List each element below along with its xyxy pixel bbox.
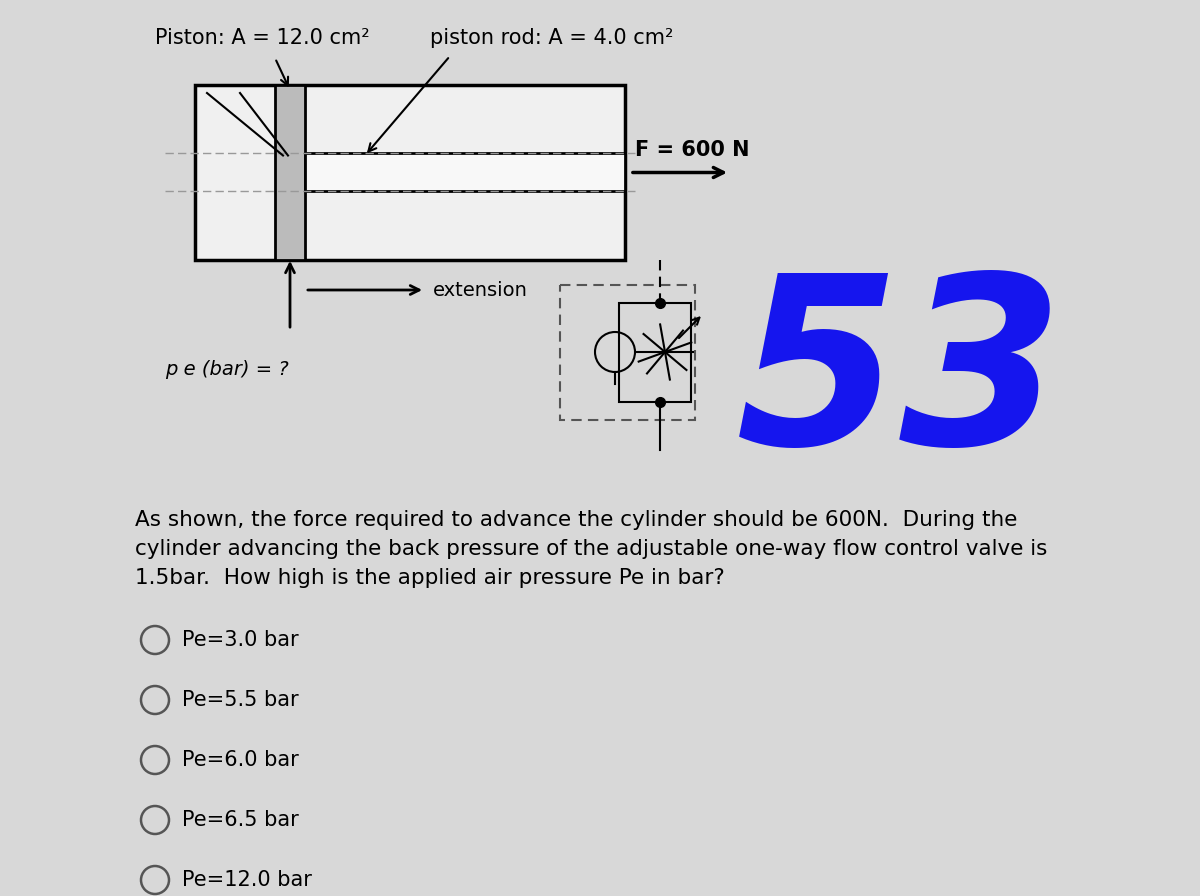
Text: F = 600 N: F = 600 N — [635, 141, 750, 160]
Text: piston rod: A = 4.0 cm²: piston rod: A = 4.0 cm² — [430, 28, 673, 48]
Text: 53: 53 — [736, 266, 1064, 494]
Text: Pe=3.0 bar: Pe=3.0 bar — [182, 630, 299, 650]
Text: Pe=5.5 bar: Pe=5.5 bar — [182, 690, 299, 710]
Bar — [275, 85, 305, 260]
Text: As shown, the force required to advance the cylinder should be 600N.  During the: As shown, the force required to advance … — [134, 510, 1048, 588]
Text: p e (bar) = ?: p e (bar) = ? — [166, 360, 289, 379]
Text: Pe=6.0 bar: Pe=6.0 bar — [182, 750, 299, 770]
Bar — [560, 285, 695, 420]
Text: Pe=12.0 bar: Pe=12.0 bar — [182, 870, 312, 890]
Text: Pe=6.5 bar: Pe=6.5 bar — [182, 810, 299, 830]
Text: Piston: A = 12.0 cm²: Piston: A = 12.0 cm² — [155, 28, 370, 48]
Text: extension: extension — [433, 280, 528, 299]
Bar — [194, 85, 625, 260]
Bar — [305, 153, 625, 192]
Bar — [619, 303, 691, 402]
